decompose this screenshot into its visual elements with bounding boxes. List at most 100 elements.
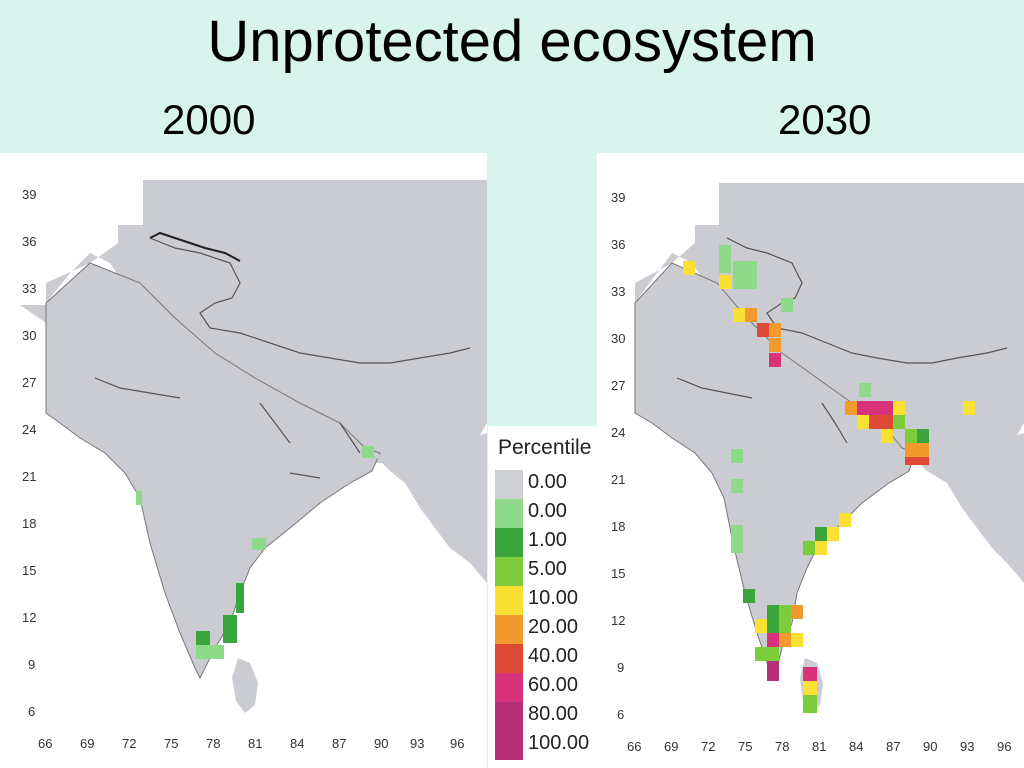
map-2030-svg: 39 36 33 30 27 24 21 18 15 12 9 6 66 69 …: [611, 183, 1024, 754]
legend-swatch: [495, 702, 523, 731]
cell: [719, 245, 731, 273]
legend-label: 1.00: [528, 529, 567, 551]
cell: [905, 457, 929, 465]
cell: [857, 415, 869, 429]
x-tick: 72: [122, 736, 136, 751]
y-tick: 12: [22, 610, 36, 625]
y-tick: 15: [22, 563, 36, 578]
y-tick: 39: [22, 187, 36, 202]
x-tick: 93: [960, 739, 974, 754]
y-tick: 18: [611, 519, 625, 534]
cell: [779, 633, 791, 647]
legend-swatch: [495, 470, 523, 499]
cell: [769, 338, 781, 352]
legend-swatch: [495, 673, 523, 702]
y-tick: 36: [22, 234, 36, 249]
y-tick: 36: [611, 237, 625, 252]
x-tick: 66: [38, 736, 52, 751]
cell: [745, 308, 757, 322]
legend-swatch: [495, 615, 523, 644]
land-india: [634, 262, 916, 680]
land-east: [372, 433, 487, 583]
cell: [893, 401, 905, 415]
cell: [733, 261, 757, 289]
legend-item: 100.00: [492, 731, 597, 760]
x-tick: 90: [923, 739, 937, 754]
x-axis-labels-2030: 66 69 72 75 78 81 84 87 90 93 96: [627, 739, 1011, 754]
legend-swatch: [495, 644, 523, 673]
land-india: [45, 262, 381, 680]
y-tick: 30: [611, 331, 625, 346]
cell: [827, 527, 839, 541]
legend-label: 5.00: [528, 558, 567, 580]
y-tick: 18: [22, 516, 36, 531]
cell: [196, 631, 210, 645]
cell: [917, 429, 929, 443]
cell: [779, 605, 791, 633]
y-tick: 33: [611, 284, 625, 299]
x-tick: 78: [206, 736, 220, 751]
border-lines: [676, 237, 1008, 444]
cell: [223, 615, 237, 643]
cell: [803, 667, 817, 681]
x-tick: 75: [164, 736, 178, 751]
cell: [236, 583, 244, 613]
y-tick: 15: [611, 566, 625, 581]
land-srilanka: [232, 658, 258, 713]
x-tick: 84: [290, 736, 304, 751]
y-tick: 9: [28, 657, 35, 672]
cell: [791, 605, 803, 619]
cell: [815, 541, 827, 555]
cell: [963, 401, 975, 415]
cell: [733, 308, 745, 322]
legend-label: 20.00: [528, 616, 579, 638]
y-tick: 30: [22, 328, 36, 343]
cell: [196, 645, 224, 659]
grid-cells-2000: [136, 446, 374, 659]
cell: [731, 479, 743, 493]
legend-swatch: [495, 557, 523, 586]
y-tick: 24: [611, 425, 625, 440]
land-east: [909, 433, 1024, 583]
cell: [905, 429, 917, 443]
cell: [869, 415, 881, 429]
x-tick: 96: [997, 739, 1011, 754]
y-tick: 27: [22, 375, 36, 390]
y-tick: 33: [22, 281, 36, 296]
x-tick: 96: [450, 736, 464, 751]
grid-cells-2030: [683, 245, 975, 713]
y-tick: 9: [617, 660, 624, 675]
y-tick: 24: [22, 422, 36, 437]
land-north: [20, 180, 487, 483]
y-tick: 6: [617, 707, 624, 722]
x-tick: 87: [886, 739, 900, 754]
land-north: [635, 183, 1024, 483]
y-tick: 12: [611, 613, 625, 628]
cell: [136, 491, 142, 505]
cell: [845, 401, 857, 415]
cell: [757, 323, 769, 337]
cell: [755, 647, 779, 661]
legend-label: 60.00: [528, 674, 579, 696]
legend-item: 60.00: [492, 673, 597, 702]
x-tick: 90: [374, 736, 388, 751]
cell: [743, 589, 755, 603]
cell: [731, 525, 743, 553]
legend-label: 40.00: [528, 645, 579, 667]
map-2000: 39 36 33 30 27 24 21 18 15 12 9 6 66 69 …: [0, 153, 487, 768]
map-2030: 39 36 33 30 27 24 21 18 15 12 9 6 66 69 …: [597, 153, 1024, 768]
legend-swatch: [495, 731, 523, 760]
legend-title: Percentile: [498, 436, 592, 459]
y-tick: 39: [611, 190, 625, 205]
legend-item: 20.00: [492, 615, 597, 644]
legend-item: 5.00: [492, 557, 597, 586]
y-tick: 27: [611, 378, 625, 393]
cell: [881, 429, 893, 443]
slide-title: Unprotected ecosystem: [207, 9, 817, 74]
y-axis-labels-2000: 39 36 33 30 27 24 21 18 15 12 9 6: [22, 187, 36, 719]
y-tick: 21: [22, 469, 36, 484]
cell: [781, 298, 793, 312]
legend-item: 0.00: [492, 499, 597, 528]
cell: [767, 633, 779, 647]
cell: [731, 449, 743, 463]
